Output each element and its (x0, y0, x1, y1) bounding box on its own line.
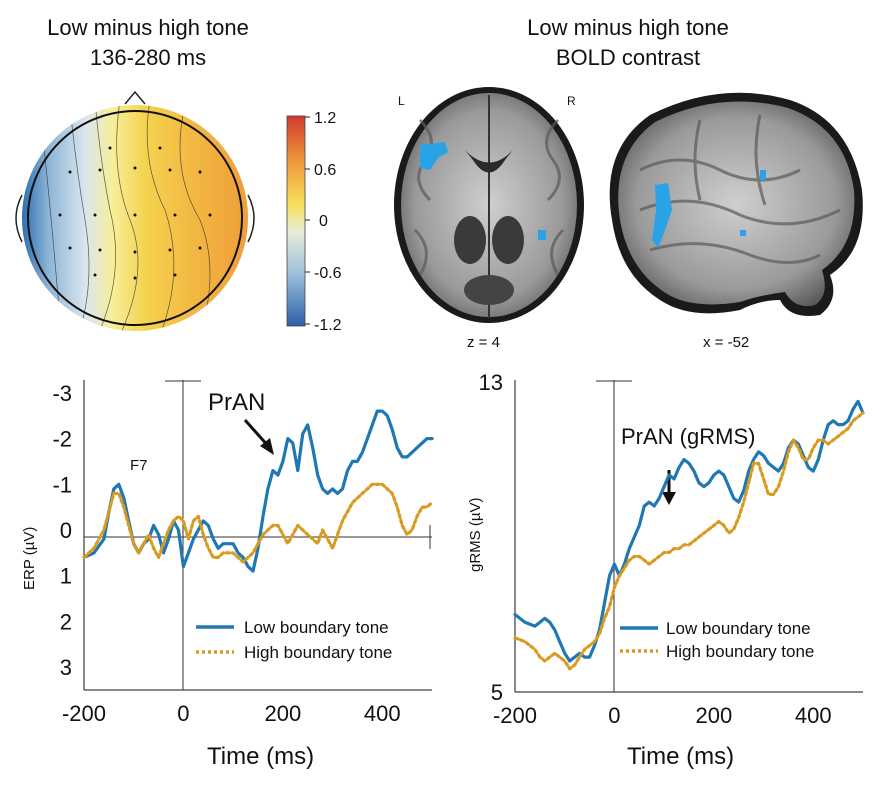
grms-legend: Low boundary tone High boundary tone (620, 619, 814, 661)
erp-x-tick-label: 200 (264, 701, 301, 726)
erp-tick-group: -200 0 200 400 -3 -2 -1 0 1 2 3 (52, 381, 400, 726)
grms-series-high-line (513, 411, 865, 671)
erp-legend: Low boundary tone High boundary tone (196, 618, 392, 662)
grms-x-tick-label: 400 (795, 703, 832, 728)
grms-series-group (513, 399, 865, 671)
erp-y-label: ERP (µV) (21, 527, 38, 590)
colorbar-tick: 0.6 (314, 162, 336, 179)
erp-y-tick-label: -3 (52, 381, 72, 406)
erp-series-high-line (82, 482, 434, 564)
colorbar-tick: -0.6 (314, 265, 342, 282)
topo-field (22, 105, 248, 331)
grms-x-label: Time (ms) (627, 743, 734, 770)
erp-legend-low: Low boundary tone (244, 618, 389, 637)
axial-caption: z = 4 (467, 334, 500, 351)
erp-legend-high: High boundary tone (244, 643, 392, 662)
sagittal-caption: x = -52 (703, 334, 749, 351)
topo-electrodes (58, 146, 212, 280)
erp-arrow-head (260, 438, 274, 455)
topo-head-outline (27, 110, 243, 326)
bold-activation-left (420, 142, 448, 170)
grms-legend-high: High boundary tone (666, 642, 814, 661)
erp-x-label: Time (ms) (207, 743, 314, 770)
grms-x-tick-label: -200 (493, 703, 537, 728)
erp-y-tick-label: 0 (60, 518, 72, 543)
colorbar-gradient (286, 115, 306, 327)
grms-chart: PrAN (gRMS) -200 0 200 400 5 13 gRMS (µV) Tim… (467, 370, 865, 770)
grms-annotation: PrAN (gRMS) (621, 424, 755, 449)
grms-arrow-head (662, 492, 676, 505)
colorbar-tick: -1.2 (314, 317, 342, 334)
erp-series-group (82, 409, 434, 573)
topo-title-line1: Low minus high tone (47, 15, 249, 40)
bold-title-line1: Low minus high tone (527, 15, 729, 40)
erp-x-tick-label: -200 (62, 701, 106, 726)
grms-y-tick-label: 5 (491, 680, 503, 705)
erp-y-tick-label: -1 (52, 472, 72, 497)
bold-title-line2: BOLD contrast (555, 45, 701, 70)
topo-ear-right (247, 194, 255, 243)
erp-annotation: PrAN (208, 389, 265, 416)
erp-y-tick-label: 2 (60, 609, 72, 634)
colorbar: 1.2 0.6 0 -0.6 -1.2 (286, 110, 342, 334)
bold-activation-right (538, 230, 546, 240)
brain-sagittal: x = -52 (609, 92, 863, 351)
grms-x-tick-label: 0 (608, 703, 620, 728)
erp-chart: F7 PrAN -200 0 200 400 -3 -2 -1 0 1 2 3 ERP (µV) T… (21, 380, 434, 770)
colorbar-tick: 0 (319, 213, 328, 230)
erp-y-tick-label: -2 (52, 427, 72, 452)
topo-map (15, 90, 255, 331)
topo-nose (124, 90, 146, 105)
brain-right-label: R (567, 94, 576, 108)
grms-legend-low: Low boundary tone (666, 619, 811, 638)
colorbar-tick: 1.2 (314, 110, 336, 127)
erp-y-tick-label: 3 (60, 655, 72, 680)
erp-y-tick-label: 1 (60, 564, 72, 589)
grms-y-label: gRMS (µV) (467, 498, 484, 572)
topo-ear-left (15, 194, 23, 243)
bold-activation-sagittal (652, 183, 672, 248)
brain-left-label: L (398, 94, 405, 108)
grms-x-tick-label: 200 (695, 703, 732, 728)
grms-tick-group: -200 0 200 400 5 13 (479, 370, 832, 728)
erp-series-low-line (82, 409, 434, 573)
grms-y-tick-label: 13 (479, 370, 503, 395)
topo-title-line2: 136-280 ms (89, 45, 207, 70)
erp-channel-label: F7 (130, 457, 148, 474)
erp-x-tick-label: 0 (177, 701, 189, 726)
erp-x-tick-label: 400 (364, 701, 401, 726)
brain-axial: L R z = 4 (394, 87, 584, 351)
